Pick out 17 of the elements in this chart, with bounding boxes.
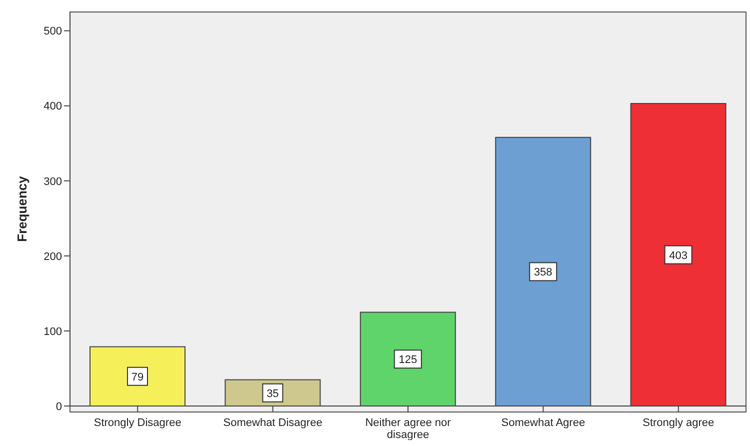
y-tick-label: 100 — [44, 326, 62, 338]
x-tick-label: Strongly Disagree — [94, 417, 182, 429]
data-label: 79 — [131, 371, 144, 384]
data-label: 403 — [669, 250, 688, 262]
y-axis-title: Frequency — [14, 175, 30, 242]
y-tick-label: 300 — [44, 176, 62, 188]
x-tick-label: Strongly agree — [642, 417, 714, 429]
data-label: 125 — [398, 354, 418, 366]
x-tick-label: Neither agree nor disagree — [365, 417, 452, 441]
x-tick-label: Somewhat Disagree — [223, 417, 322, 429]
y-tick-label: 0 — [56, 400, 62, 413]
data-label: 35 — [266, 388, 279, 400]
y-tick-label: 200 — [44, 250, 62, 263]
y-tick-label: 500 — [44, 26, 62, 38]
x-tick-label: Somewhat Agree — [501, 417, 586, 429]
y-tick-label: 400 — [44, 100, 62, 113]
data-label: 358 — [534, 266, 552, 279]
